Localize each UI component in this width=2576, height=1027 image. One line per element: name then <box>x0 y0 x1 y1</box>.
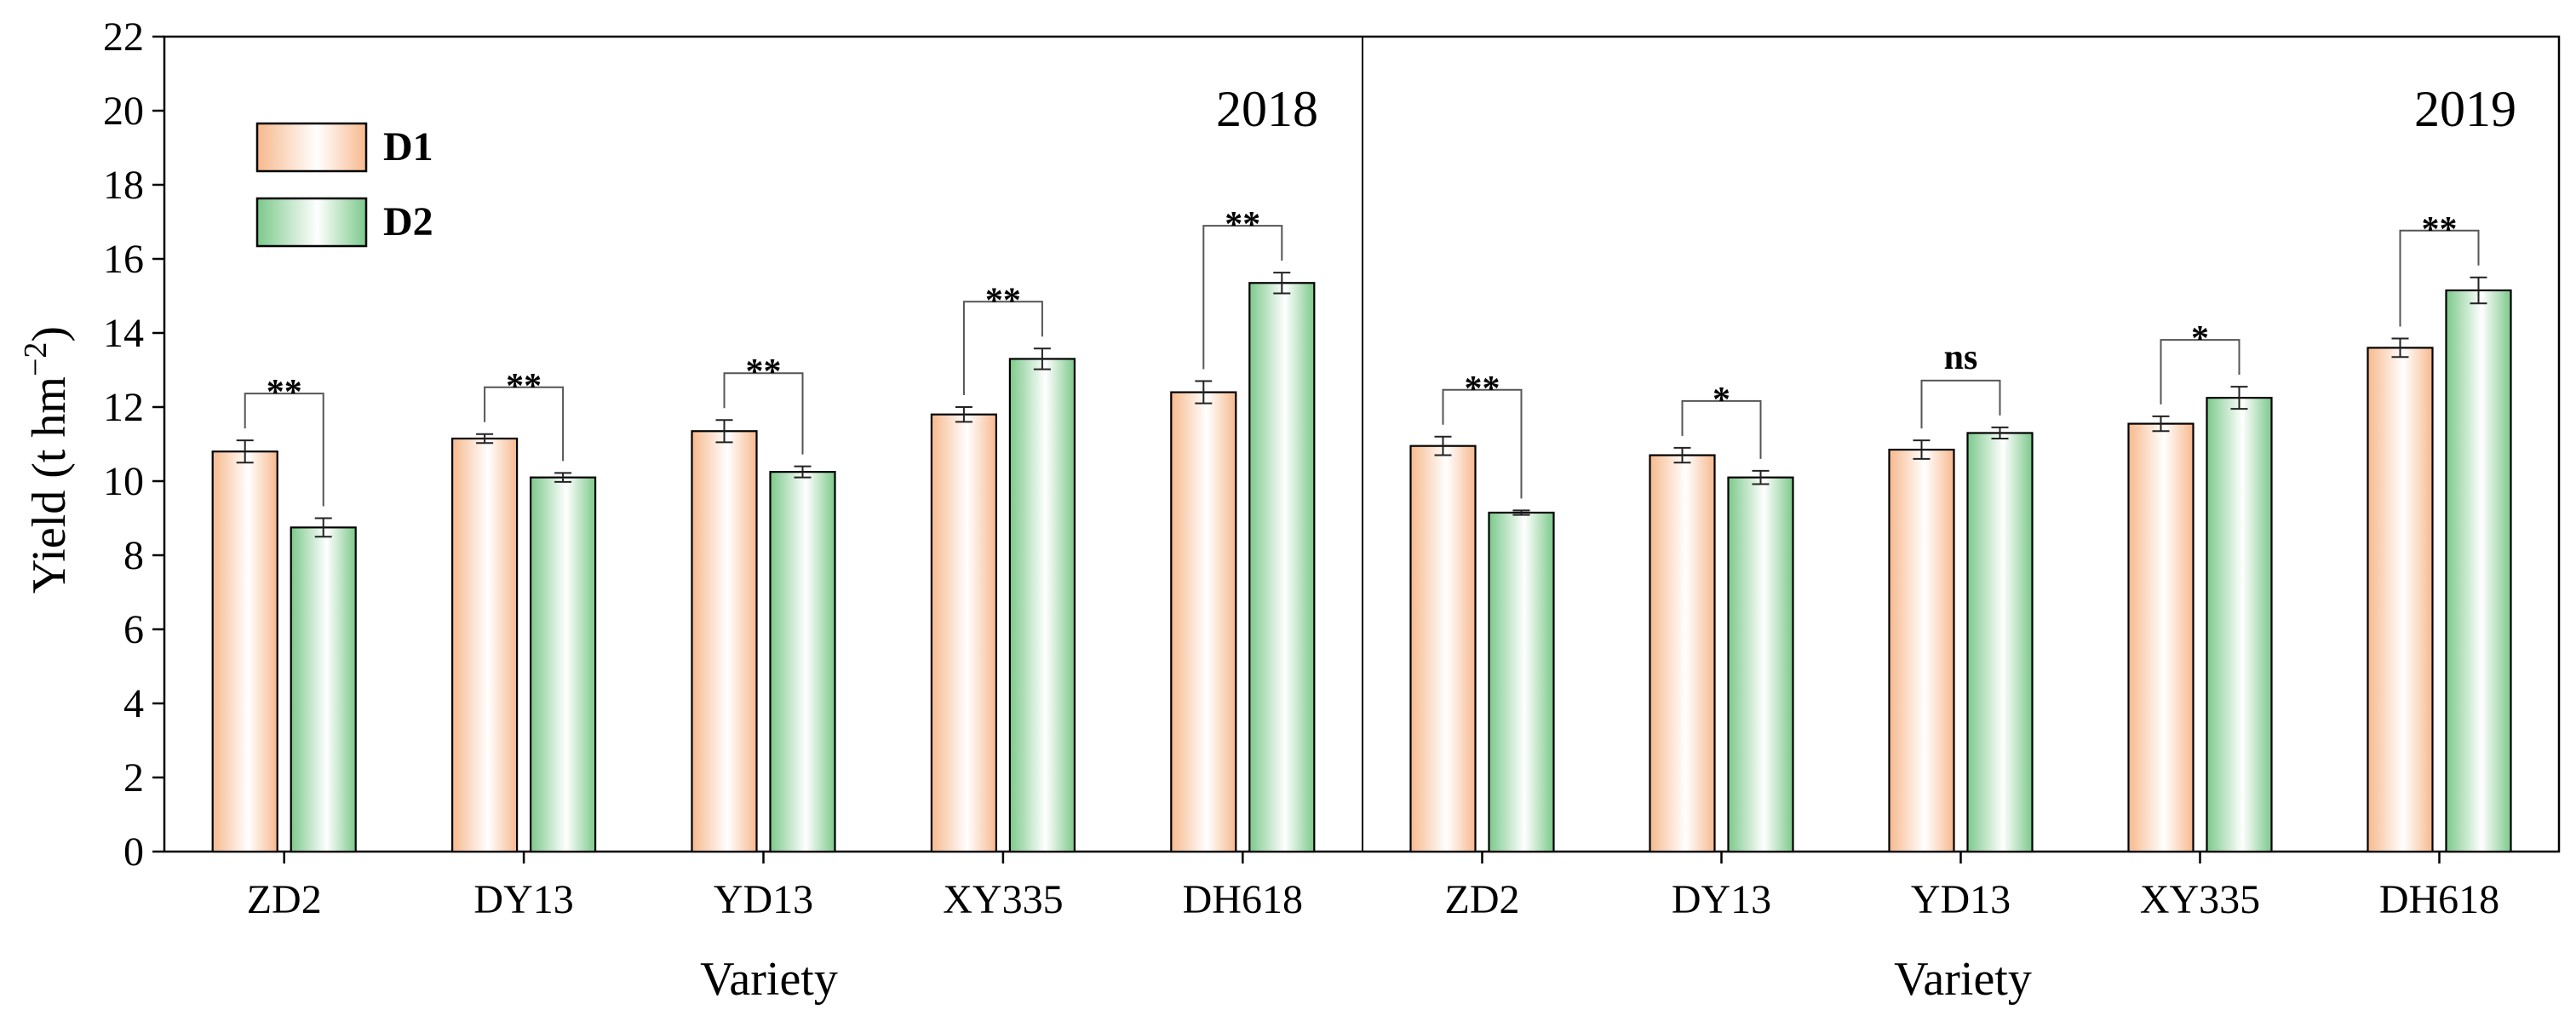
significance-bracket <box>1920 379 2001 429</box>
significance-label: ns <box>1944 338 1978 377</box>
bar-2019-zd2-d2 <box>1488 511 1555 853</box>
bar-2018-zd2-d1 <box>211 450 278 853</box>
x-tick-label: DH618 <box>1183 877 1303 922</box>
bar-2018-dh618-d1 <box>1170 391 1237 853</box>
bar-2019-dh618-d1 <box>2367 347 2434 853</box>
y-tick-label: 14 <box>103 311 144 356</box>
legend-swatch-d2 <box>255 197 368 248</box>
bar-2019-xy335-d1 <box>2127 422 2194 853</box>
y-tick-label: 10 <box>103 459 144 504</box>
bar-2019-dy13-d1 <box>1649 454 1716 853</box>
legend-label-d1: D1 <box>383 124 433 169</box>
significance-bracket <box>723 372 804 455</box>
significance-bracket <box>1442 388 1523 499</box>
x-tick-label: XY335 <box>943 877 1063 922</box>
significance-bracket <box>2399 229 2480 327</box>
bar-2019-zd2-d1 <box>1409 445 1477 853</box>
significance-label: * <box>1713 381 1730 420</box>
y-tick-label: 8 <box>123 533 144 578</box>
x-axis-title-2018: Variety <box>700 953 838 1006</box>
x-axis-title-2019: Variety <box>1894 953 2032 1006</box>
y-tick-label: 20 <box>103 89 144 134</box>
bar-2018-zd2-d2 <box>290 526 357 853</box>
x-tick-label: ZD2 <box>1445 877 1520 922</box>
y-tick-label: 0 <box>123 829 144 875</box>
bar-2019-yd13-d2 <box>1966 432 2034 853</box>
panel-year-label-2019: 2019 <box>2414 81 2516 137</box>
y-tick-label: 2 <box>123 755 144 800</box>
significance-label: ** <box>1465 370 1500 409</box>
bar-2019-yd13-d1 <box>1888 448 1955 853</box>
significance-bracket <box>1202 225 1283 370</box>
y-tick-label: 18 <box>103 163 144 208</box>
significance-bracket <box>2160 339 2240 404</box>
significance-bracket <box>244 393 324 507</box>
x-tick-label: DY13 <box>1672 877 1771 922</box>
y-tick-label: 16 <box>103 237 144 282</box>
significance-bracket <box>962 301 1043 395</box>
x-tick-label: YD13 <box>714 877 813 922</box>
panel-year-label-2018: 2018 <box>1216 81 1318 137</box>
x-tick-label: ZD2 <box>247 877 322 922</box>
bar-2019-dy13-d2 <box>1727 476 1794 853</box>
bar-2018-dh618-d2 <box>1248 282 1316 853</box>
y-tick-label: 12 <box>103 385 144 430</box>
bar-2018-dy13-d1 <box>450 437 519 853</box>
y-tick-label: 22 <box>103 14 144 60</box>
x-tick-label: YD13 <box>1911 877 2011 922</box>
x-tick-label: DY13 <box>473 877 573 922</box>
bar-2018-xy335-d2 <box>1008 358 1076 853</box>
x-tick-label: XY335 <box>2140 877 2260 922</box>
bar-2019-dh618-d2 <box>2445 289 2512 853</box>
bar-2018-xy335-d1 <box>930 413 998 853</box>
y-tick-label: 4 <box>123 681 144 726</box>
significance-label: ** <box>746 353 782 392</box>
significance-label: ** <box>2422 210 2458 250</box>
significance-label: * <box>2191 319 2209 359</box>
bar-2018-yd13-d2 <box>769 471 836 853</box>
significance-label: ** <box>506 367 542 406</box>
significance-label: ** <box>985 281 1021 320</box>
significance-bracket <box>1681 399 1762 459</box>
y-axis-title: Yield (t hm−2) <box>18 326 76 594</box>
y-axis-title-exponent: −2 <box>18 342 54 376</box>
significance-label: ** <box>267 373 302 412</box>
bar-2019-xy335-d2 <box>2206 397 2273 853</box>
bar-2018-dy13-d2 <box>529 476 597 853</box>
x-tick-label: DH618 <box>2379 877 2499 922</box>
y-tick-label: 6 <box>123 607 144 652</box>
legend-swatch-d1 <box>255 122 368 173</box>
legend: D1 D2 <box>255 122 433 248</box>
bar-2018-yd13-d1 <box>691 430 758 853</box>
significance-bracket <box>484 386 565 462</box>
legend-label-d2: D2 <box>383 199 433 244</box>
significance-label: ** <box>1225 205 1260 244</box>
